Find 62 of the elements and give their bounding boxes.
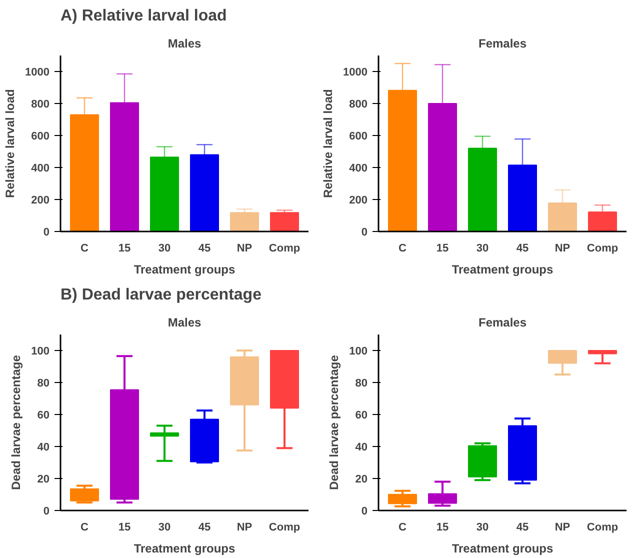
x-tick-label: 15 [118, 242, 131, 254]
y-tick-label: 80 [37, 378, 50, 390]
y-tick-label: 0 [43, 226, 50, 238]
chart-title: Males [168, 36, 202, 50]
x-tick-label: C [398, 242, 407, 254]
y-tick-label: 0 [43, 506, 50, 518]
x-axis-title: Treatment groups [134, 262, 236, 276]
y-tick-label: 400 [31, 162, 50, 174]
y-tick-label: 100 [349, 346, 368, 358]
x-tick-label: 30 [158, 242, 171, 254]
x-tick-label: Comp [268, 522, 300, 534]
y-tick-label: 1000 [343, 66, 368, 78]
y-axis-title: Dead larvae percentage [327, 354, 342, 490]
x-tick-label: 30 [158, 522, 171, 534]
y-tick-label: 20 [355, 474, 368, 486]
y-tick-label: 800 [349, 98, 368, 110]
x-axis-title: Treatment groups [134, 542, 236, 556]
x-tick-label: Comp [586, 522, 618, 534]
x-tick-label: 15 [118, 522, 131, 534]
x-tick-label: C [398, 522, 407, 534]
x-tick-label: 45 [198, 522, 211, 534]
y-axis-title: Relative larval load [3, 89, 18, 198]
y-tick-label: 800 [31, 98, 50, 110]
y-tick-label: 200 [31, 194, 50, 206]
x-tick-label: NP [554, 242, 570, 254]
x-tick-label: NP [236, 522, 252, 534]
x-tick-label: 15 [436, 522, 449, 534]
x-tick-label: Comp [586, 242, 618, 254]
x-tick-label: C [80, 522, 89, 534]
y-tick-label: 0 [361, 506, 368, 518]
y-tick-label: 1000 [25, 66, 50, 78]
x-tick-label: 45 [516, 242, 529, 254]
x-axis-title: Treatment groups [452, 262, 554, 276]
chart-title: Females [478, 36, 527, 50]
y-tick-label: 60 [37, 410, 50, 422]
x-tick-label: 45 [516, 522, 529, 534]
x-tick-label: 30 [476, 242, 489, 254]
chart-title: Females [478, 316, 527, 330]
y-tick-label: 40 [37, 442, 50, 454]
y-tick-label: 100 [31, 346, 50, 358]
x-tick-label: 30 [476, 522, 489, 534]
text: A) Relative larval load [60, 8, 227, 24]
y-tick-label: 400 [349, 162, 368, 174]
x-axis-title: Treatment groups [452, 542, 554, 556]
y-axis-title: Dead larvae percentage [9, 354, 24, 490]
y-tick-label: 80 [355, 378, 368, 390]
x-tick-label: NP [236, 242, 252, 254]
chart-title: Males [168, 316, 202, 330]
x-tick-label: NP [554, 522, 570, 534]
y-tick-label: 600 [31, 130, 50, 142]
y-axis-title: Relative larval load [321, 89, 336, 198]
x-tick-label: 15 [436, 242, 449, 254]
x-tick-label: 45 [198, 242, 211, 254]
x-tick-label: Comp [268, 242, 300, 254]
y-tick-label: 60 [355, 410, 368, 422]
y-tick-label: 600 [349, 130, 368, 142]
x-tick-label: C [80, 242, 89, 254]
y-tick-label: 0 [361, 226, 368, 238]
y-tick-label: 40 [355, 442, 368, 454]
y-tick-label: 20 [37, 474, 50, 486]
text: B) Dead larvae percentage [60, 286, 262, 304]
y-tick-label: 200 [349, 194, 368, 206]
